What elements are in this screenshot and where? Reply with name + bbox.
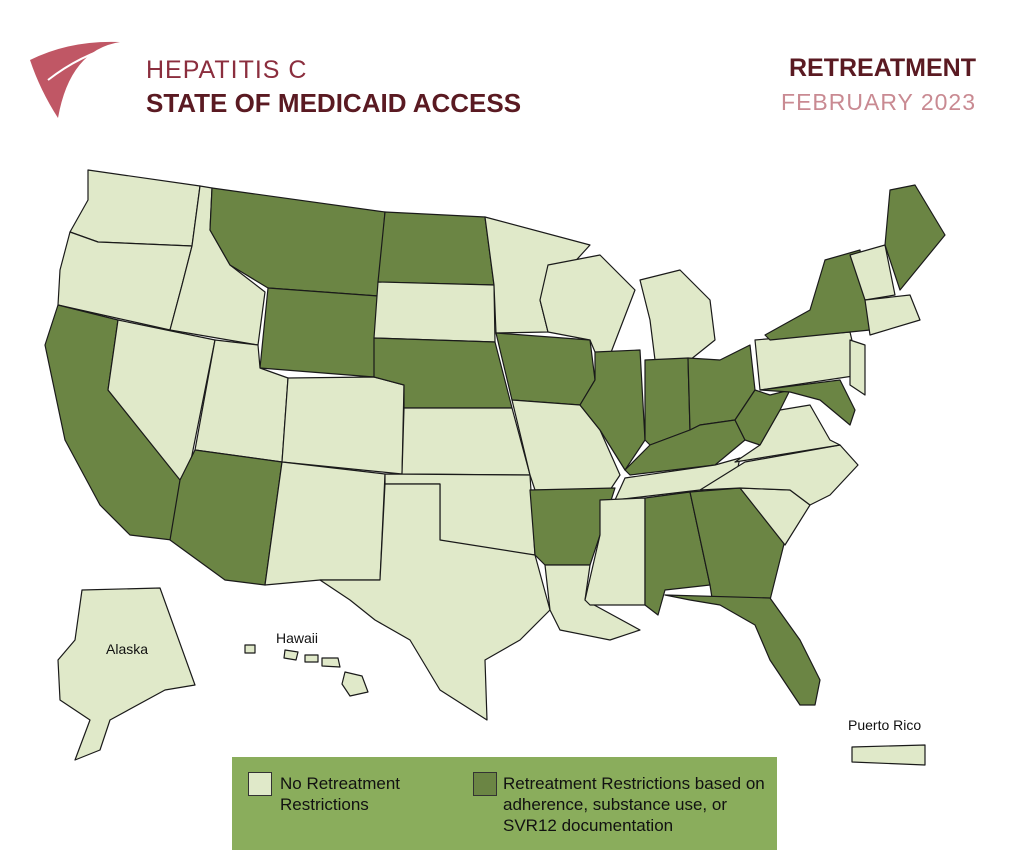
state [849, 339, 866, 396]
state [319, 483, 551, 721]
island [283, 649, 299, 661]
state [664, 594, 821, 706]
state [734, 389, 791, 446]
state [264, 461, 386, 586]
state [579, 349, 646, 471]
topic: RETREATMENT [788, 54, 976, 82]
island [304, 654, 319, 663]
states [44, 169, 946, 766]
legend-label: No Retreatment Restrictions [280, 774, 400, 814]
state [259, 287, 379, 378]
state [884, 184, 946, 291]
state [377, 211, 495, 286]
legend: No Retreatment Restrictions Retreatment … [232, 757, 777, 850]
state [759, 379, 856, 426]
logo [47, 44, 119, 119]
state [373, 281, 496, 343]
map-label: Alaska [106, 641, 149, 657]
date: FEBRUARY 2023 [781, 89, 976, 115]
map-label: Hawaii [276, 630, 319, 646]
title: STATE OF MEDICAID ACCESS [146, 88, 522, 118]
state [754, 331, 861, 391]
state [849, 244, 896, 301]
state [281, 376, 405, 475]
island [244, 644, 256, 654]
state [169, 449, 283, 586]
state [639, 269, 716, 361]
state [495, 332, 596, 406]
state [544, 564, 641, 641]
state [864, 294, 921, 336]
state [69, 169, 201, 247]
legend-swatch [473, 772, 497, 796]
subtitle: HEPATITIS C [146, 56, 308, 84]
legend-label: Retreatment Restrictions based on adhere… [503, 774, 765, 835]
island [341, 671, 369, 697]
island [321, 657, 341, 668]
map-label: Puerto Rico [848, 717, 922, 733]
state [699, 444, 859, 506]
state [401, 407, 531, 476]
state [57, 587, 196, 761]
island [851, 744, 926, 766]
logo [30, 41, 120, 118]
legend-swatch [248, 772, 272, 796]
